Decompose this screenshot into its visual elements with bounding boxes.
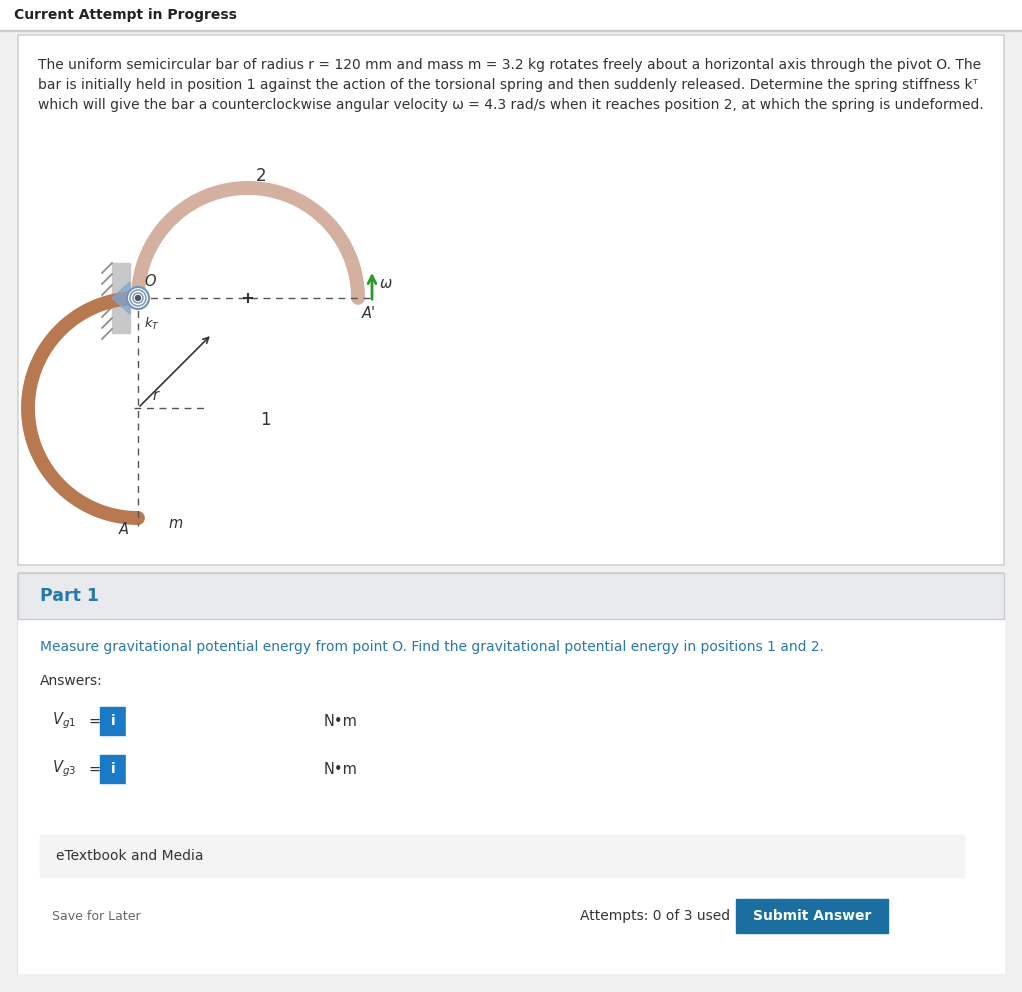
Bar <box>736 899 888 933</box>
Text: =: = <box>88 713 100 728</box>
Text: The uniform semicircular bar of radius r = 120 mm and mass m = 3.2 kg rotates fr: The uniform semicircular bar of radius r… <box>38 58 981 72</box>
Circle shape <box>136 296 140 301</box>
Bar <box>40 899 152 933</box>
Text: r: r <box>152 389 158 404</box>
Bar <box>0 30 1022 31</box>
Text: O: O <box>144 275 155 290</box>
Text: 2: 2 <box>256 167 267 185</box>
Circle shape <box>127 287 149 309</box>
Bar <box>100 707 126 735</box>
Bar <box>126 755 316 783</box>
Text: eTextbook and Media: eTextbook and Media <box>56 849 203 863</box>
Text: m: m <box>168 517 182 532</box>
Text: $k_T$: $k_T$ <box>144 315 159 332</box>
Text: Save for Later: Save for Later <box>52 910 140 923</box>
Text: $V_{g1}$: $V_{g1}$ <box>52 710 76 731</box>
Bar <box>18 573 1004 619</box>
Text: Attempts: 0 of 3 used: Attempts: 0 of 3 used <box>579 909 730 923</box>
Text: $V_{g3}$: $V_{g3}$ <box>52 759 76 780</box>
Text: =: = <box>88 762 100 777</box>
Bar <box>18 573 1004 619</box>
Text: Measure gravitational potential energy from point O. Find the gravitational pote: Measure gravitational potential energy f… <box>40 640 824 654</box>
Text: i: i <box>110 714 115 728</box>
Text: bar is initially held in position 1 against the action of the torsional spring a: bar is initially held in position 1 agai… <box>38 78 978 92</box>
Text: N•m: N•m <box>324 762 358 777</box>
FancyBboxPatch shape <box>18 35 1004 565</box>
Bar <box>100 755 126 783</box>
Text: A: A <box>119 523 129 538</box>
Bar <box>0 0 1022 30</box>
Text: 1: 1 <box>260 411 271 429</box>
Text: Current Attempt in Progress: Current Attempt in Progress <box>14 8 237 22</box>
Text: $\omega$: $\omega$ <box>379 277 392 292</box>
Text: Answers:: Answers: <box>40 674 103 688</box>
Text: i: i <box>110 762 115 776</box>
FancyBboxPatch shape <box>18 573 1004 973</box>
Bar <box>18 619 1004 973</box>
Bar <box>126 707 316 735</box>
Polygon shape <box>112 282 130 314</box>
Text: N•m: N•m <box>324 713 358 728</box>
Text: Submit Answer: Submit Answer <box>753 909 871 923</box>
Bar <box>112 263 130 333</box>
Bar <box>40 835 964 877</box>
Text: which will give the bar a counterclockwise angular velocity ω = 4.3 rad/s when i: which will give the bar a counterclockwi… <box>38 98 984 112</box>
Text: Part 1: Part 1 <box>40 587 99 605</box>
Text: A': A' <box>362 307 376 321</box>
